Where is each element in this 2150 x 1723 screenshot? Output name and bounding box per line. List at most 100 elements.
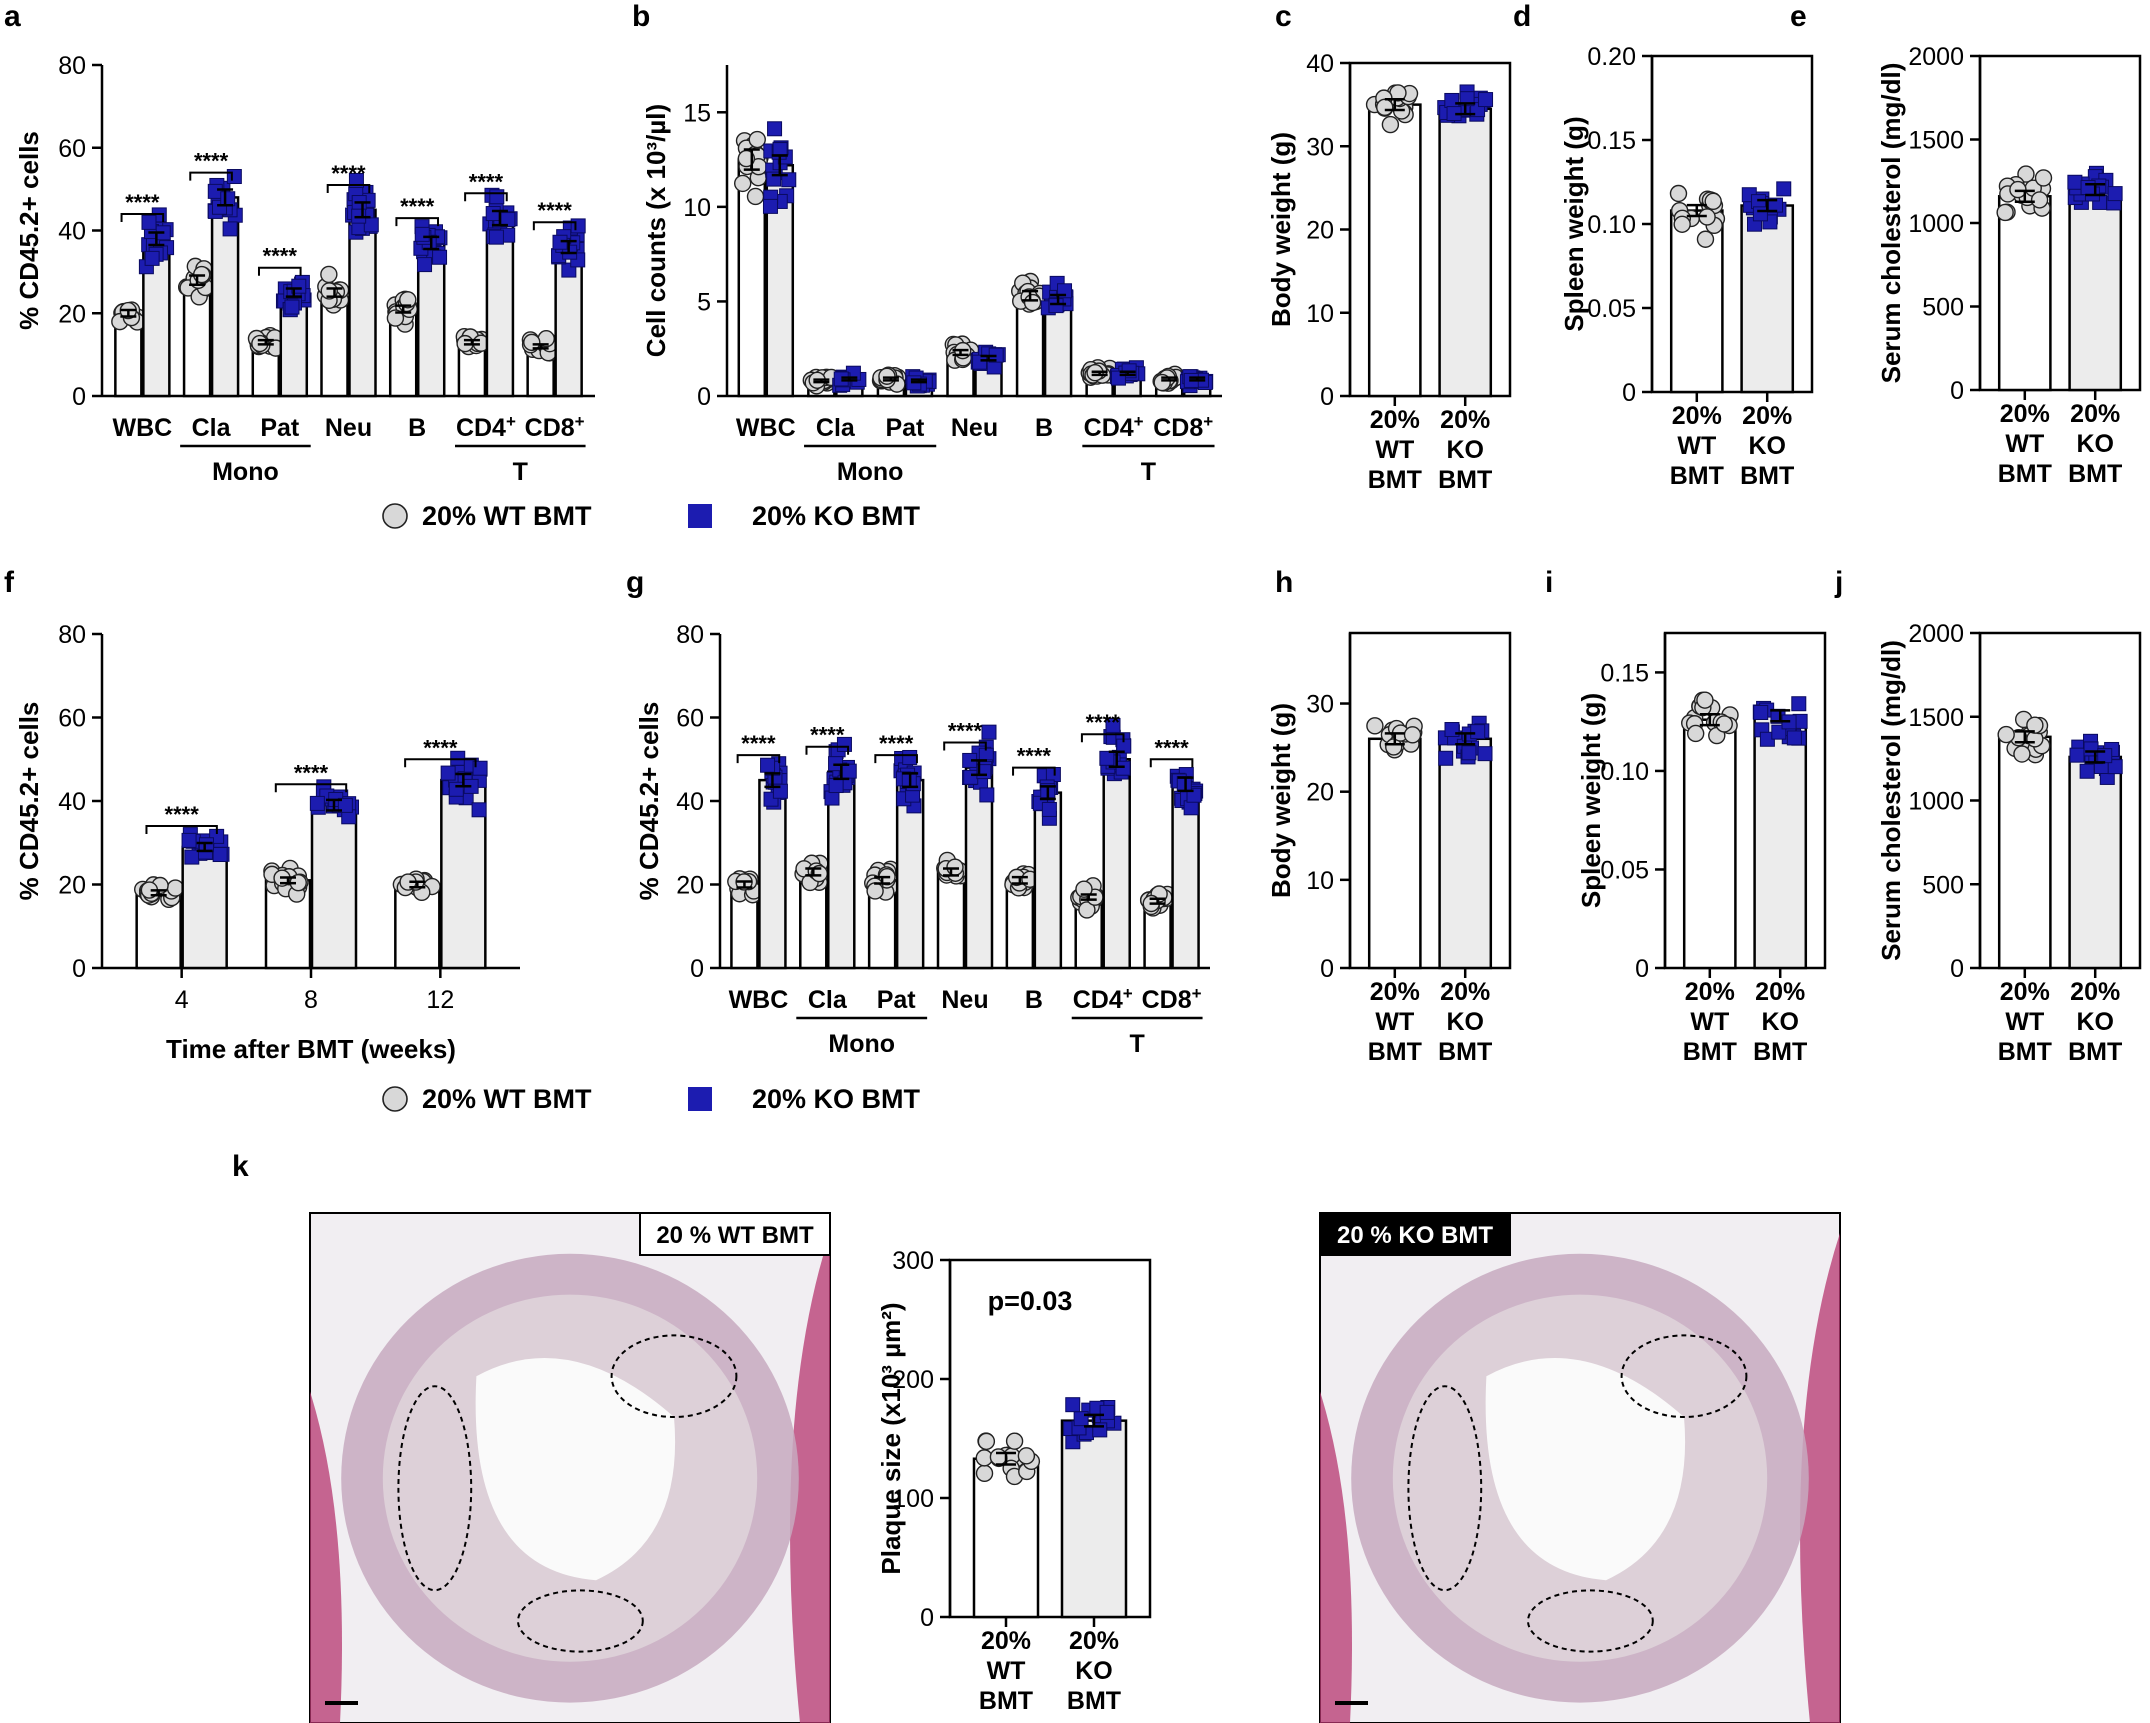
panel-label: h (1275, 566, 1293, 599)
x-tick-label: WT (1677, 432, 1716, 460)
ko-point (1045, 767, 1061, 783)
significance-bracket (395, 217, 440, 227)
significance-bracket (1149, 758, 1194, 768)
significance-bracket (943, 741, 987, 751)
y-axis-label: % CD45.2+ cells (14, 131, 44, 330)
x-tick-label: BMT (979, 1687, 1033, 1715)
ko-point (337, 797, 353, 813)
y-axis-label: Spleen weight (g) (1559, 116, 1589, 331)
wt-point (2017, 165, 2035, 183)
group-label: Mono (828, 1030, 895, 1058)
y-tick-label: 0 (1950, 377, 1964, 405)
y-tick-label: 0.10 (1587, 211, 1636, 239)
x-tick-label: KO (1748, 432, 1786, 460)
y-axis-label: Body weight (g) (1266, 132, 1296, 327)
x-tick-label: CD8+ (1142, 984, 1202, 1014)
y-axis-label: Cell counts (x 10³/µl) (641, 104, 671, 357)
x-tick-label: WT (1375, 436, 1414, 464)
y-tick-label: 0 (690, 955, 704, 983)
x-tick-label: B (1025, 986, 1043, 1014)
p-value-annotation: p=0.03 (988, 1286, 1073, 1316)
x-tick-label: Cla (816, 414, 856, 442)
ko-point (1752, 206, 1768, 222)
x-tick-label: 20% (1370, 406, 1420, 434)
x-tick-label: KO (1075, 1657, 1113, 1685)
bar-wt (1367, 103, 1422, 398)
ko-point (472, 760, 488, 776)
wt-point (399, 291, 417, 309)
plaque-outline (610, 1334, 738, 1418)
ko-point (1115, 760, 1131, 776)
ko-point (2107, 186, 2123, 202)
x-tick-label: BMT (1753, 1038, 1807, 1066)
significance-label: **** (423, 735, 458, 760)
x-tick-label: B (408, 414, 426, 442)
y-tick-label: 0.20 (1587, 43, 1636, 71)
y-tick-label: 0 (1622, 379, 1636, 407)
y-tick-label: 40 (58, 788, 86, 816)
y-tick-label: 300 (892, 1247, 934, 1275)
ko-point (828, 778, 844, 794)
ko-point (284, 299, 300, 315)
wt-point (866, 882, 884, 900)
x-tick-label: CD4+ (456, 412, 516, 442)
panel-label: k (232, 1150, 249, 1183)
wt-point (2009, 180, 2027, 199)
x-tick-label: WT (987, 1657, 1026, 1685)
x-tick-label: Neu (951, 414, 998, 442)
ko-point (432, 249, 448, 265)
y-tick-label: 5 (697, 288, 711, 316)
wt-point (1023, 293, 1042, 312)
wt-point (1075, 880, 1093, 898)
significance-bracket (1080, 733, 1125, 743)
ko-point (1444, 92, 1460, 108)
x-tick-label: BMT (1438, 1038, 1492, 1066)
bar-wt (1682, 718, 1737, 970)
significance-label: **** (948, 719, 983, 744)
ko-point (1065, 1397, 1081, 1413)
bar-ko (1102, 758, 1131, 970)
ko-point (184, 849, 200, 865)
x-tick-label: Neu (941, 986, 988, 1014)
ko-point (979, 787, 995, 803)
y-tick-label: 0 (697, 383, 711, 411)
muscle-tissue (790, 1233, 830, 1723)
plaque-outline (517, 1589, 644, 1653)
ko-point (1048, 298, 1064, 314)
y-tick-label: 40 (1306, 50, 1334, 78)
y-tick-label: 20 (58, 300, 86, 328)
y-tick-label: 100 (892, 1485, 934, 1513)
wt-point (1078, 901, 1096, 919)
significance-label: **** (810, 723, 845, 748)
significance-bracket (736, 754, 781, 764)
y-tick-label: 2000 (1908, 620, 1964, 648)
x-tick-label: 20% (1755, 978, 1805, 1006)
x-tick-label: BMT (2068, 460, 2122, 488)
panel-label: d (1513, 0, 1531, 33)
panel-label: c (1275, 0, 1292, 33)
y-tick-label: 30 (1306, 691, 1334, 719)
lumen (1485, 1357, 1686, 1581)
x-tick-label: Cla (192, 414, 232, 442)
x-tick-label: KO (1446, 1008, 1484, 1036)
wt-point (1996, 203, 2014, 222)
ko-point (2107, 759, 2123, 775)
bar-ko (2068, 188, 2123, 392)
significance-label: **** (194, 149, 229, 174)
plaque-outline (1620, 1334, 1748, 1418)
significance-bracket (326, 183, 371, 193)
ko-point (1041, 801, 1057, 817)
lumen (475, 1357, 676, 1581)
muscle-tissue (1800, 1233, 1840, 1723)
x-tick-label: Pat (885, 414, 925, 442)
significance-label: **** (1086, 710, 1121, 735)
ko-point (841, 763, 857, 779)
y-tick-label: 1500 (1908, 704, 1964, 732)
y-tick-label: 0 (1320, 955, 1334, 983)
y-tick-label: 60 (58, 135, 86, 163)
y-tick-label: 10 (683, 194, 711, 222)
ko-point (212, 847, 228, 863)
